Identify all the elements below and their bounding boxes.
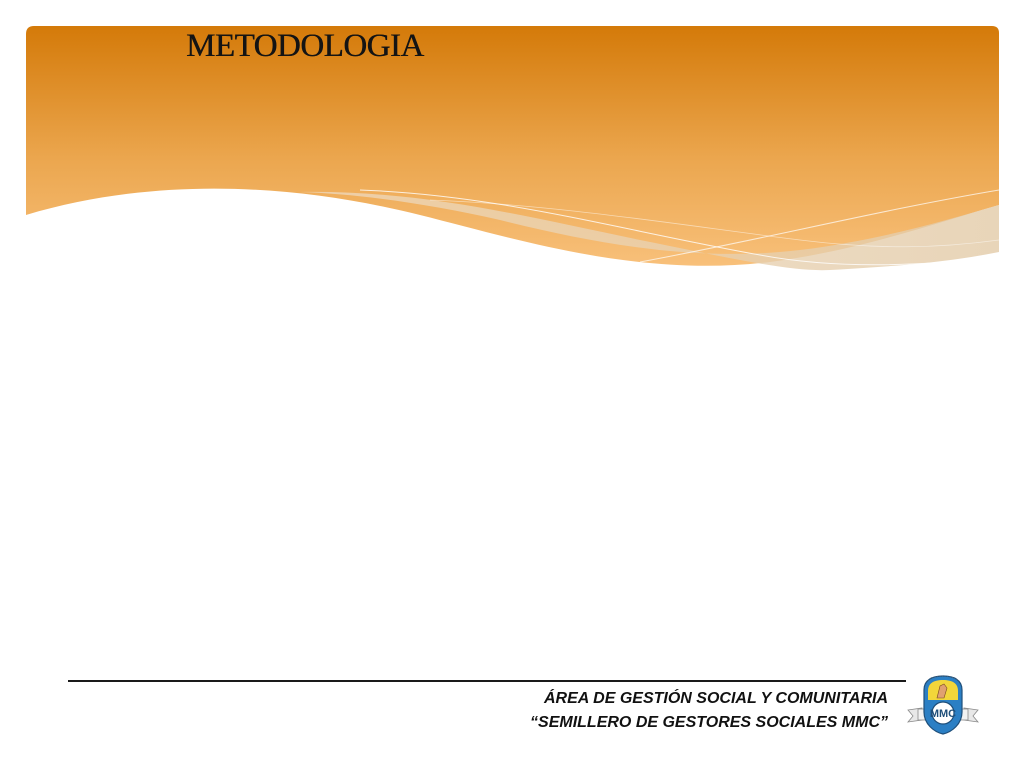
footer-divider [68,680,906,682]
banner-wave-overlay [300,191,999,271]
school-crest-icon: MMC [907,675,979,735]
footer-line-semillero: “SEMILLERO DE GESTORES SOCIALES MMC” [530,714,888,731]
crest-monogram: MMC [930,708,956,720]
banner-wave-line [639,189,1000,263]
slide-title: METODOLOGIA [186,28,424,64]
banner-wave-line [429,199,1000,248]
footer-line-area: ÁREA DE GESTIÓN SOCIAL Y COMUNITARIA [543,690,888,707]
banner-wave-line [359,189,1000,266]
banner-shape [26,26,999,266]
header-banner [26,26,1000,271]
footer-caption: ÁREA DE GESTIÓN SOCIAL Y COMUNITARIA “SE… [530,687,888,735]
